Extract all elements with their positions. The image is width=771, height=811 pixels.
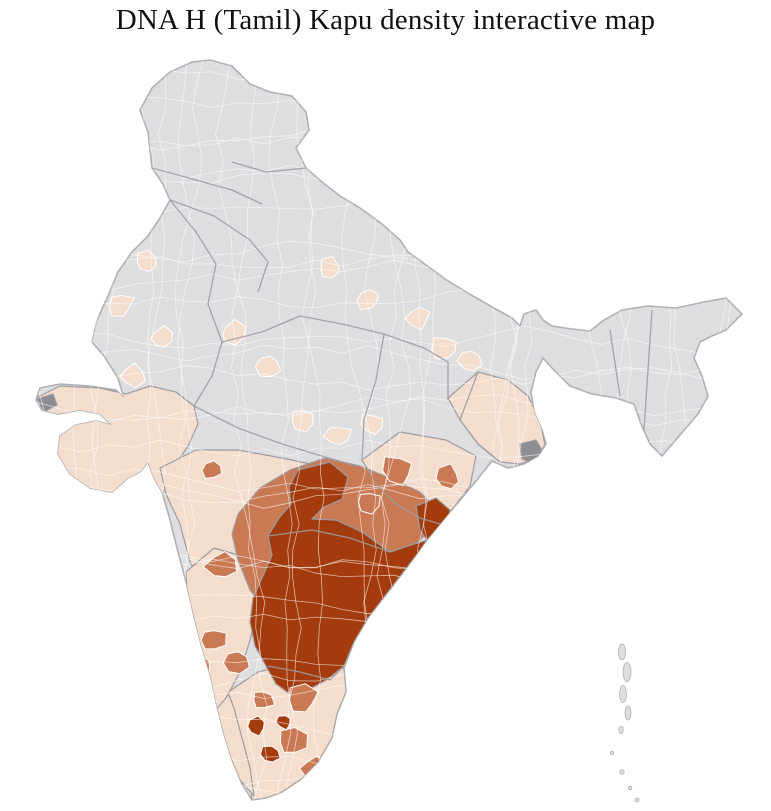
district-mesh-line	[36, 647, 742, 699]
andaman-nicobar-islands[interactable]	[609, 643, 640, 803]
district-bihar-1[interactable]	[456, 350, 483, 372]
district-chhattisgarh-m1[interactable]	[357, 493, 381, 515]
district-mesh-line	[36, 365, 742, 392]
district-mesh-line	[36, 613, 742, 641]
district-odisha-m1[interactable]	[382, 456, 412, 486]
district-tn-h1[interactable]	[247, 715, 265, 737]
district-mesh-line	[725, 60, 742, 800]
district-mesh-line	[36, 190, 742, 215]
district-mesh-line	[36, 164, 742, 192]
district-mesh-line	[214, 60, 266, 800]
district-raj-4[interactable]	[119, 362, 146, 389]
district-mesh-line	[36, 60, 56, 800]
district-tn-m2[interactable]	[279, 726, 309, 753]
map-title: DNA H (Tamil) Kapu density interactive m…	[115, 4, 656, 36]
state-borders	[151, 161, 653, 681]
district-mesh-line	[36, 155, 742, 192]
district-mp-2[interactable]	[254, 355, 282, 378]
district-mesh-line	[36, 396, 742, 428]
district-maharashtra-m1[interactable]	[201, 460, 223, 479]
district-odisha-m2[interactable]	[435, 463, 460, 490]
district-mesh-line	[36, 677, 742, 703]
district-mesh-line	[237, 60, 268, 800]
district-mesh-line	[36, 92, 742, 127]
district-mesh-line	[36, 765, 742, 800]
district-raj-1[interactable]	[108, 294, 136, 317]
district-mesh-line	[36, 62, 742, 104]
district-karnataka-m2[interactable]	[200, 630, 227, 650]
district-mesh-line	[36, 715, 742, 772]
district-mesh-line	[36, 632, 742, 674]
district-up-1[interactable]	[320, 256, 341, 278]
district-mesh-line	[36, 589, 742, 615]
district-mesh-line	[36, 136, 742, 165]
district-blobs	[108, 249, 707, 780]
region-kutch-tip[interactable]	[36, 393, 58, 413]
district-mp-4[interactable]	[322, 427, 353, 446]
district-mesh-line	[268, 60, 299, 800]
district-mesh-line	[572, 60, 645, 800]
district-mesh-line	[274, 60, 317, 800]
district-mesh-line	[36, 727, 742, 798]
district-mesh-line	[36, 95, 742, 147]
district-mesh-line	[565, 60, 603, 800]
district-mesh-line	[36, 749, 742, 793]
district-mesh-line	[301, 60, 327, 800]
district-ne-1[interactable]	[684, 280, 707, 301]
